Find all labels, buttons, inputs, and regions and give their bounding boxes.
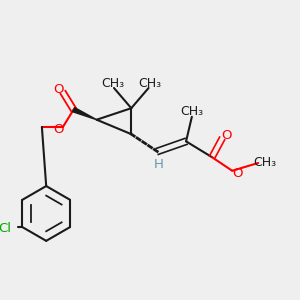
Text: CH₃: CH₃ bbox=[101, 77, 124, 90]
Text: H: H bbox=[154, 158, 164, 171]
Text: Cl: Cl bbox=[0, 222, 11, 235]
Text: CH₃: CH₃ bbox=[180, 105, 203, 118]
Polygon shape bbox=[73, 107, 97, 120]
Text: CH₃: CH₃ bbox=[253, 157, 276, 169]
Text: O: O bbox=[53, 123, 64, 136]
Text: O: O bbox=[53, 83, 64, 96]
Text: O: O bbox=[221, 128, 232, 142]
Text: O: O bbox=[232, 167, 243, 180]
Text: CH₃: CH₃ bbox=[139, 77, 162, 90]
